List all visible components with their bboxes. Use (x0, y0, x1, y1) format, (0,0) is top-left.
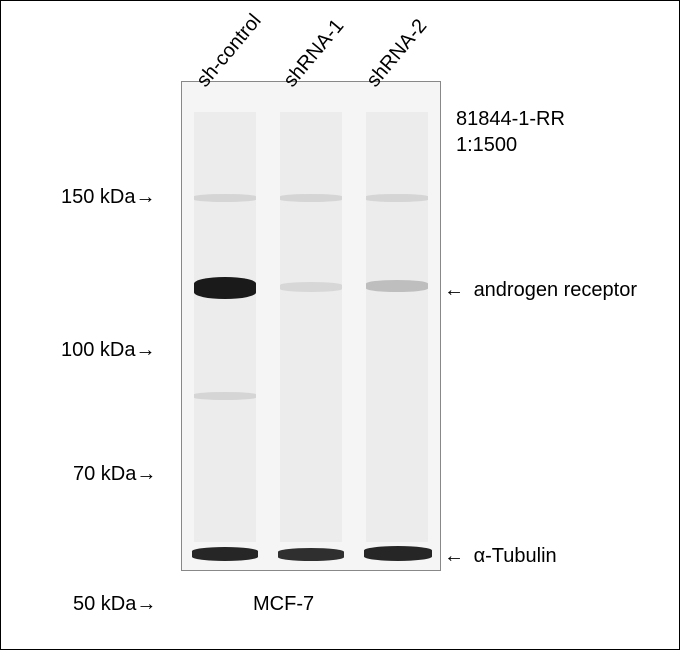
ar-label-group: ← androgen receptor (444, 279, 637, 302)
faint-band (194, 194, 256, 202)
lane-label-shrna2: shRNA-2 (362, 15, 432, 92)
antibody-catalog: 81844-1-RR (456, 106, 565, 132)
tubulin-band-lane2 (278, 548, 344, 561)
tubulin-label-text: α-Tubulin (474, 545, 557, 567)
lane-label-shrna1: shRNA-1 (279, 15, 349, 92)
faint-band (366, 194, 428, 202)
tubulin-band-lane3 (364, 546, 432, 561)
tubulin-label-group: ← α-Tubulin (444, 545, 557, 568)
figure-container: WWW.PTGLAB.COM 150 kDa→ 100 kDa→ 70 kDa→… (0, 0, 680, 650)
mw-marker-70: 70 kDa→ (73, 463, 156, 486)
faint-band (280, 194, 342, 202)
arrow-left-icon: ← (444, 545, 464, 567)
mw-marker-50: 50 kDa→ (73, 593, 156, 616)
ar-band-lane1 (194, 277, 256, 299)
ar-band-lane2 (280, 282, 342, 292)
ar-label-text: androgen receptor (474, 279, 637, 301)
cell-line-label: MCF-7 (253, 593, 314, 616)
ar-band-lane3 (366, 280, 428, 292)
mw-marker-100: 100 kDa→ (61, 339, 156, 362)
mw-label: 70 kDa (73, 463, 136, 485)
arrow-icon: → (136, 339, 156, 362)
arrow-icon: → (136, 593, 156, 616)
blot-membrane: sh-control shRNA-1 shRNA-2 (181, 81, 441, 571)
antibody-dilution: 1:1500 (456, 132, 565, 158)
arrow-icon: → (136, 186, 156, 209)
antibody-info: 81844-1-RR 1:1500 (456, 106, 565, 158)
arrow-icon: → (136, 463, 156, 486)
tubulin-band-lane1 (192, 547, 258, 561)
mw-marker-150: 150 kDa→ (61, 186, 156, 209)
mw-label: 150 kDa (61, 186, 136, 208)
mw-label: 50 kDa (73, 593, 136, 615)
lane-smear (366, 112, 428, 542)
lane-smear (280, 112, 342, 542)
lane-label-control: sh-control (192, 10, 266, 92)
faint-band (194, 392, 256, 400)
arrow-left-icon: ← (444, 279, 464, 301)
lane-smear (194, 112, 256, 542)
mw-label: 100 kDa (61, 339, 136, 361)
